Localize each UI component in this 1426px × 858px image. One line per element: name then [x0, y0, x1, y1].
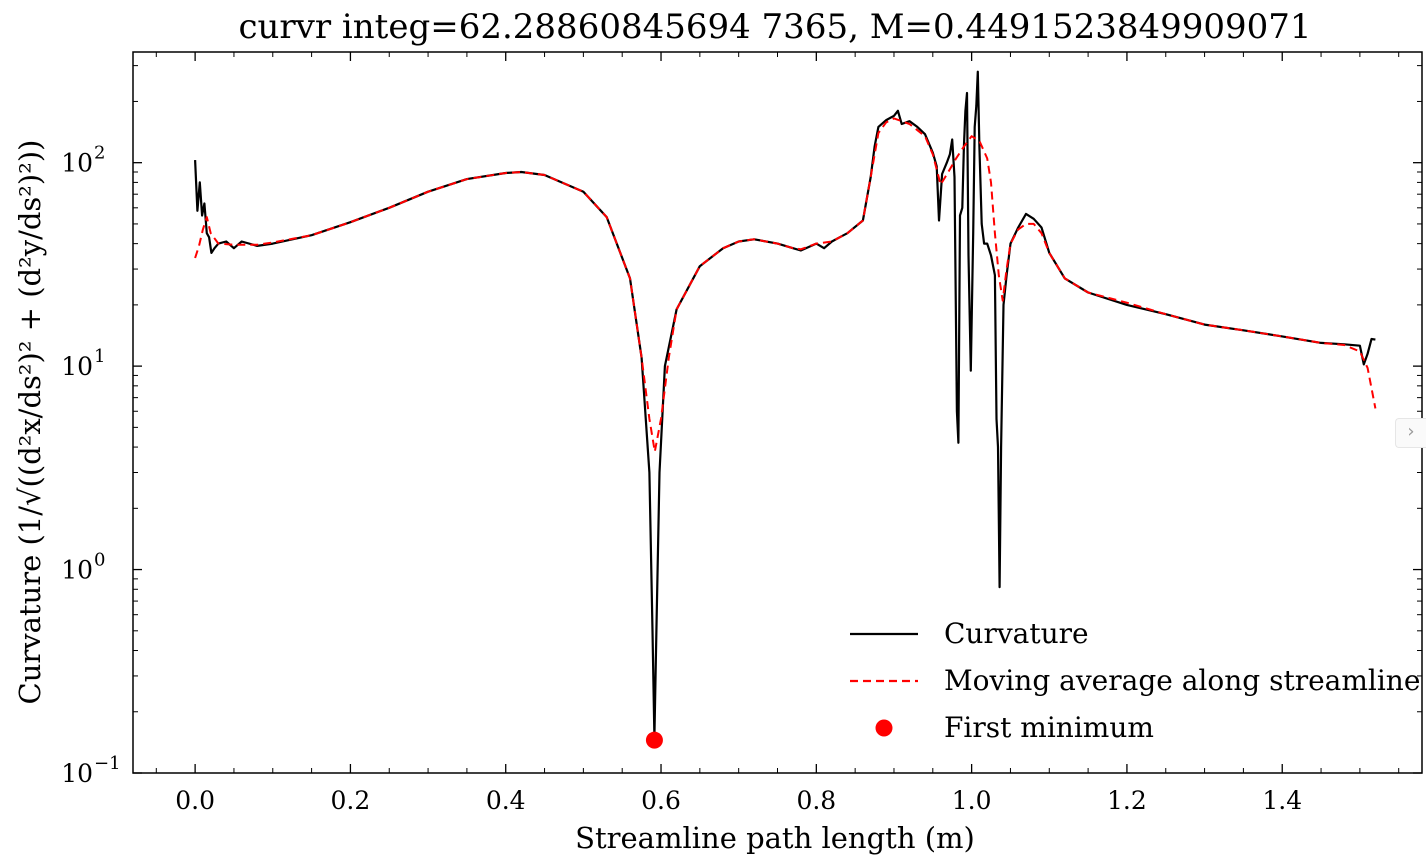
legend-label: Moving average along streamline [944, 664, 1420, 697]
chart-title: curvr integ=62.28860845694 7365, M=0.449… [238, 7, 1311, 47]
y-tick-label-exponent: −1 [94, 753, 121, 774]
x-tick-label: 1.4 [1262, 786, 1302, 815]
x-tick-label: 0.2 [331, 786, 371, 815]
y-tick-label: 10 [61, 556, 93, 585]
x-tick-label: 0.0 [175, 786, 215, 815]
x-tick-label: 0.6 [641, 786, 681, 815]
y-axis-label-group: Curvature (1/√((d²x/ds²)² + (d²y/ds²)²)) [13, 140, 47, 705]
y-tick-label: 10 [61, 352, 93, 381]
x-tick-label: 0.8 [796, 786, 836, 815]
y-tick-label: 10 [61, 759, 93, 788]
x-tick-label: 0.4 [486, 786, 526, 815]
first-minimum-marker [645, 731, 663, 749]
legend: Curvature Moving average along streamline… [850, 617, 1420, 744]
scroll-right-icon[interactable]: › [1395, 418, 1426, 448]
y-tick-label-exponent: 1 [94, 346, 105, 367]
y-axis-label: Curvature (1/√((d²x/ds²)² + (d²y/ds²)²)) [13, 140, 47, 705]
x-axis-label: Streamline path length (m) [575, 821, 975, 855]
curvature-line [194, 70, 1376, 739]
moving-average-line [194, 117, 1377, 453]
x-tick-label: 1.2 [1107, 786, 1147, 815]
legend-label: First minimum [944, 711, 1154, 744]
legend-dot-first-minimum [875, 719, 893, 737]
legend-label: Curvature [944, 617, 1089, 650]
y-tick-label: 10 [61, 149, 93, 178]
y-tick-label-exponent: 2 [94, 143, 105, 164]
series-layer [194, 70, 1377, 749]
plot-frame [132, 51, 1423, 774]
y-tick-label-exponent: 0 [94, 550, 105, 571]
x-tick-label: 1.0 [952, 786, 992, 815]
plot-frame-layer [132, 51, 1423, 774]
